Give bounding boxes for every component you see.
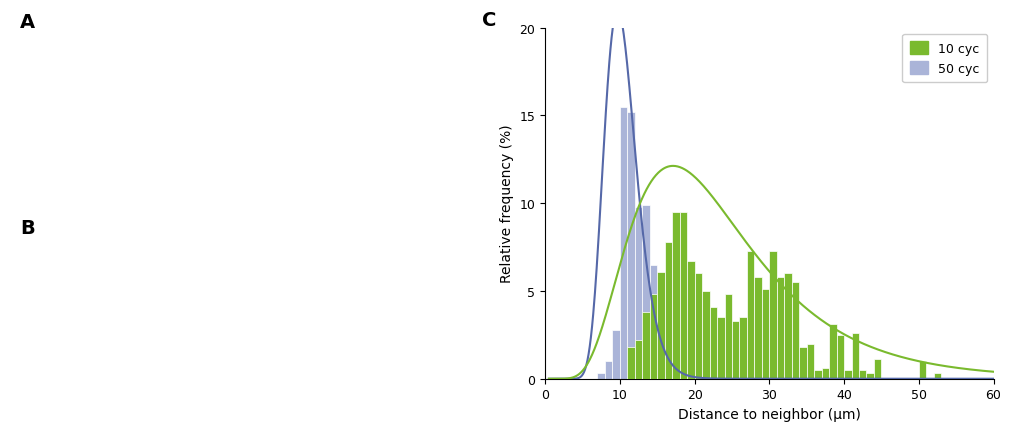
Bar xyxy=(695,274,702,379)
Bar xyxy=(642,205,650,379)
Bar xyxy=(680,212,687,379)
Bar xyxy=(799,347,807,379)
Bar xyxy=(776,277,785,379)
Text: B: B xyxy=(20,219,35,238)
Bar xyxy=(642,312,650,379)
Bar xyxy=(792,283,799,379)
Bar xyxy=(673,358,680,379)
Bar xyxy=(717,318,725,379)
Legend: 10 cyc, 50 cyc: 10 cyc, 50 cyc xyxy=(902,35,987,83)
Bar xyxy=(687,261,695,379)
Bar xyxy=(664,242,673,379)
Bar xyxy=(919,361,926,379)
Bar xyxy=(821,368,829,379)
Bar xyxy=(747,251,754,379)
Bar xyxy=(785,274,792,379)
Bar xyxy=(612,330,620,379)
Bar xyxy=(605,361,612,379)
Bar xyxy=(807,344,814,379)
Bar xyxy=(657,272,664,379)
X-axis label: Distance to neighbor (μm): Distance to neighbor (μm) xyxy=(678,407,861,421)
Bar xyxy=(732,321,740,379)
Bar xyxy=(769,251,776,379)
Bar xyxy=(597,374,605,379)
Bar xyxy=(628,347,635,379)
Bar xyxy=(740,318,747,379)
Bar xyxy=(762,290,769,379)
Bar xyxy=(628,113,635,379)
Bar xyxy=(664,344,673,379)
Y-axis label: Relative frequency (%): Relative frequency (%) xyxy=(500,124,514,283)
Bar xyxy=(844,370,852,379)
Bar xyxy=(709,307,717,379)
Bar xyxy=(933,374,942,379)
Bar xyxy=(837,335,844,379)
Bar xyxy=(829,325,837,379)
Text: A: A xyxy=(20,13,36,32)
Bar xyxy=(859,370,866,379)
Bar xyxy=(754,277,762,379)
Bar xyxy=(725,295,732,379)
Bar xyxy=(680,375,687,379)
Bar xyxy=(620,107,628,379)
Bar xyxy=(874,360,881,379)
Bar xyxy=(650,295,657,379)
Bar xyxy=(635,207,642,379)
Bar xyxy=(650,265,657,379)
Bar xyxy=(702,291,709,379)
Text: C: C xyxy=(482,11,497,30)
Bar xyxy=(657,295,664,379)
Bar xyxy=(673,212,680,379)
Bar xyxy=(814,370,821,379)
Bar xyxy=(852,333,859,379)
Bar xyxy=(866,374,874,379)
Bar xyxy=(635,340,642,379)
